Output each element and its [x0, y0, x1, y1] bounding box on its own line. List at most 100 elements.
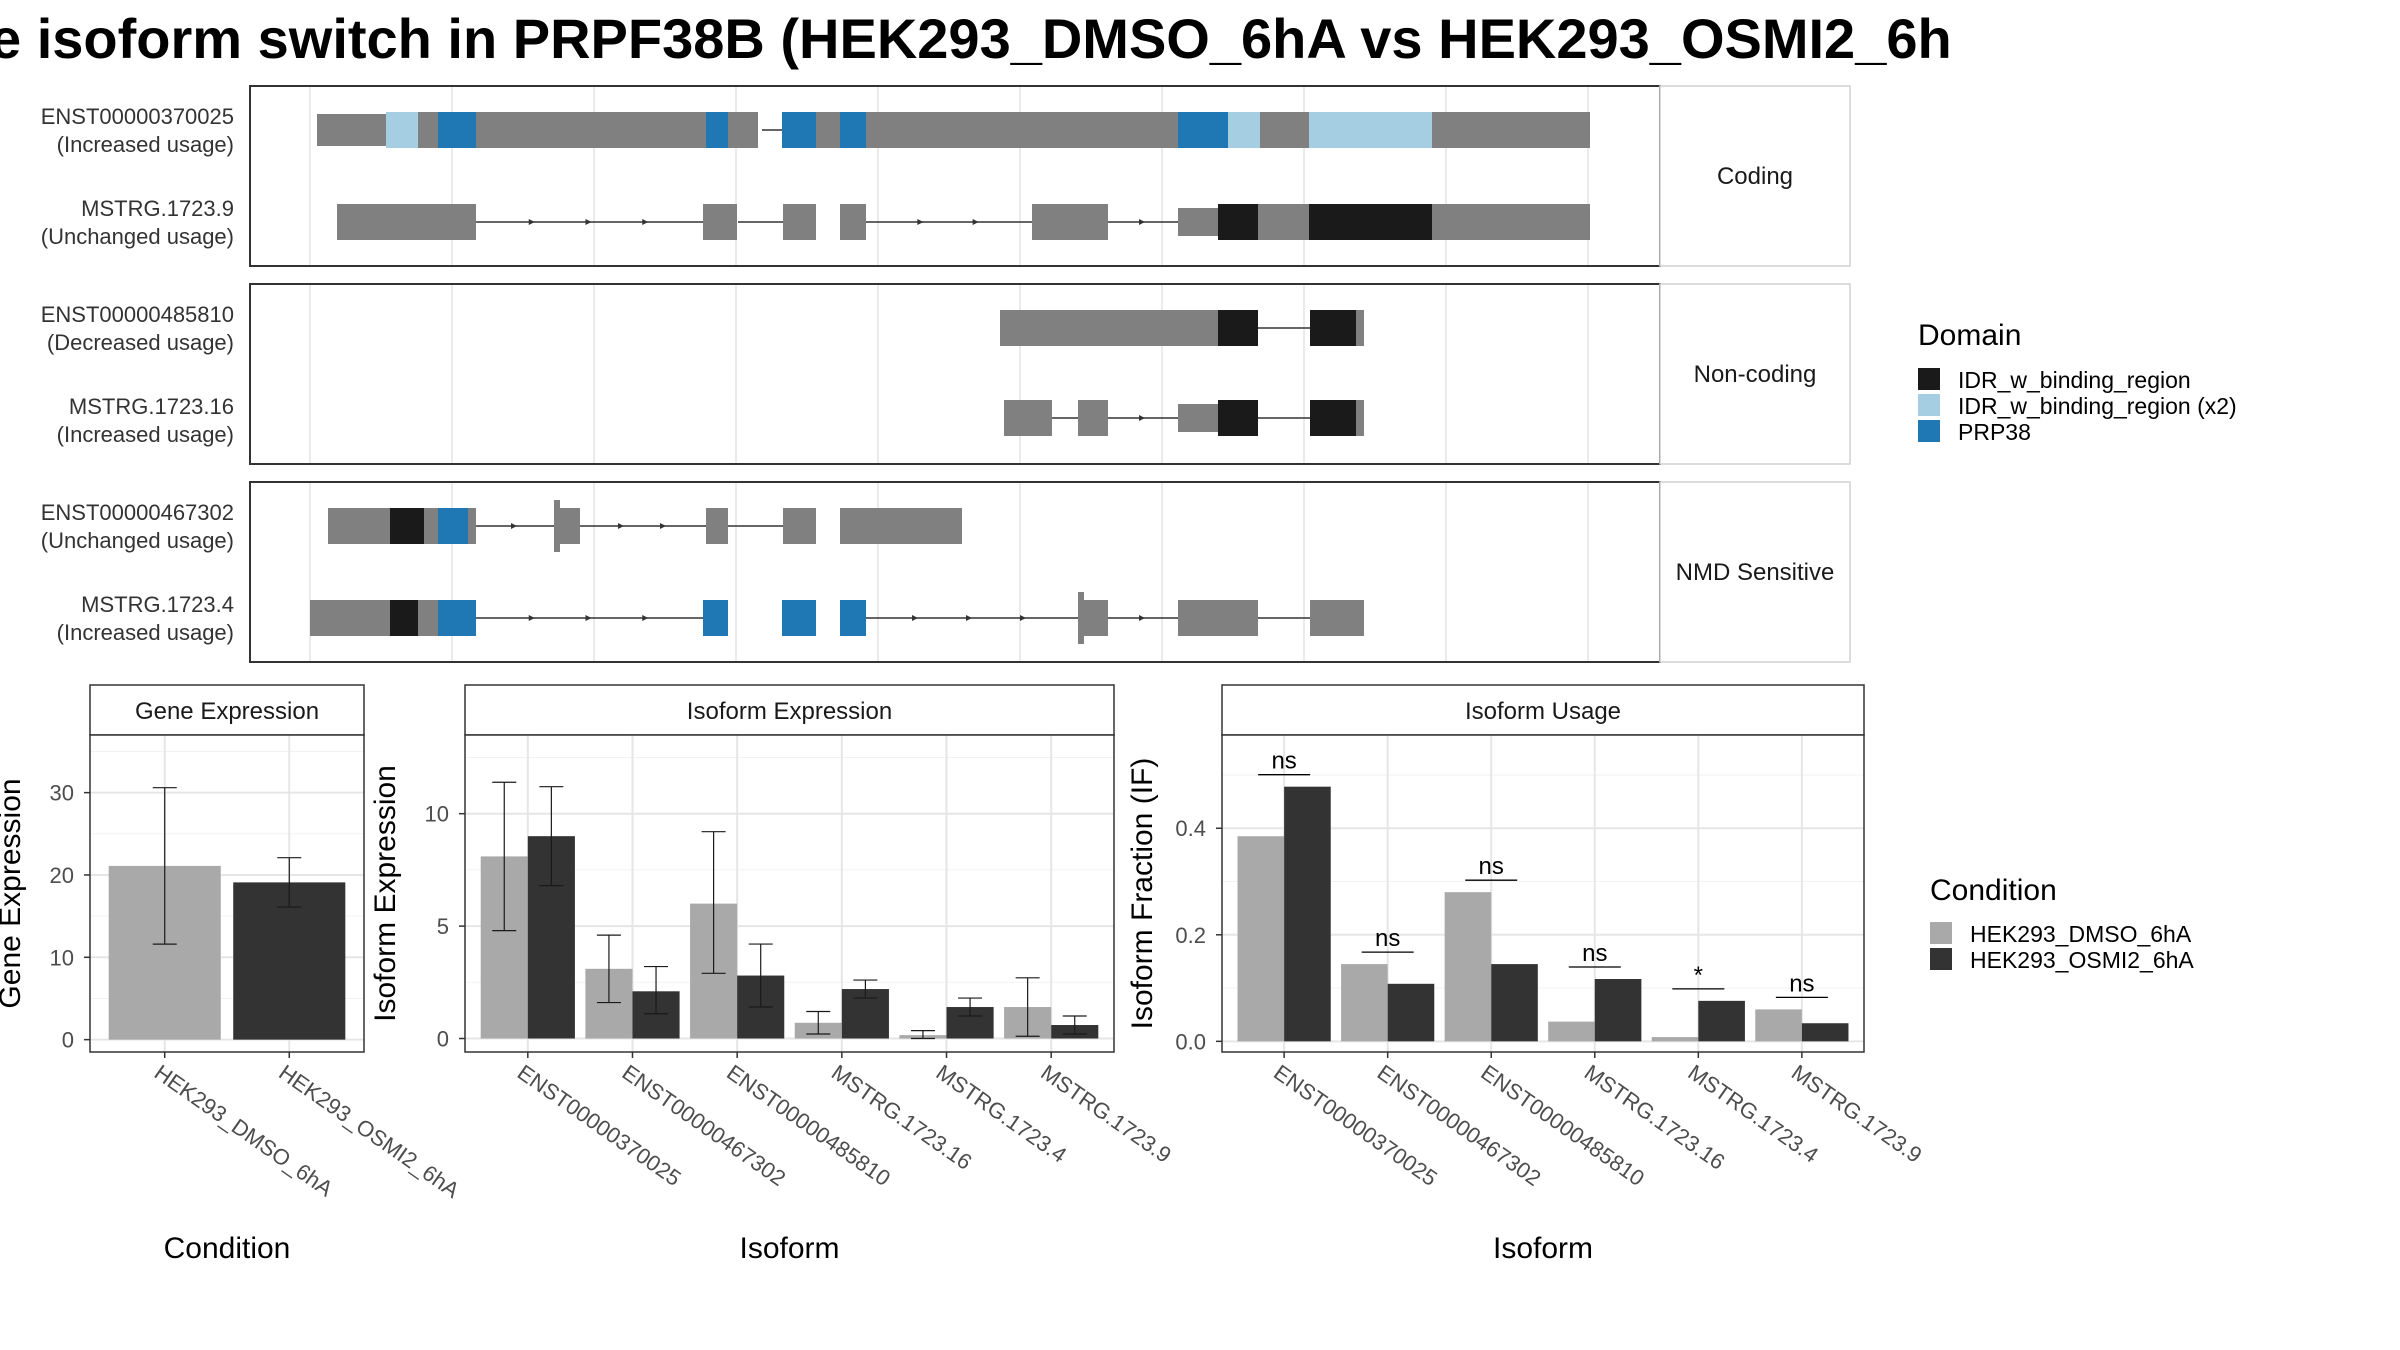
domain-block	[782, 600, 816, 636]
domain-block	[418, 600, 438, 636]
chart-title: Gene Expression	[135, 698, 319, 725]
condition-legend-title: Condition	[1930, 874, 2057, 907]
intron-arrow	[917, 219, 924, 225]
bar	[1698, 1000, 1745, 1042]
exon	[317, 114, 386, 146]
intron-arrow	[642, 219, 649, 225]
domain-block	[1178, 112, 1228, 148]
bar	[1755, 1009, 1802, 1042]
condition-legend: Condition HEK293_DMSO_6hA HEK293_OSMI2_6…	[1930, 874, 2194, 973]
y-tick-label: 0.2	[1175, 923, 1206, 948]
exon	[1192, 310, 1218, 346]
isoform-label-id: ENST00000370025	[41, 104, 234, 129]
intron-arrow	[1139, 415, 1145, 421]
legend-key-prp38	[1918, 420, 1940, 442]
exon	[1178, 208, 1218, 236]
isoform-label-id: MSTRG.1723.9	[81, 196, 234, 221]
significance-label: ns	[1271, 748, 1296, 775]
domain-block	[1218, 204, 1258, 240]
domain-block	[1228, 112, 1260, 148]
domain-block	[438, 508, 468, 544]
panel-border	[1221, 734, 1865, 1053]
domain-block	[1310, 400, 1356, 436]
bar	[1548, 1021, 1595, 1042]
domain-legend-title: Domain	[1918, 319, 2021, 352]
intron-arrow	[511, 523, 517, 529]
x-axis-title: Condition	[164, 1232, 291, 1265]
tx-MSTRG.1723.9	[337, 204, 1590, 240]
legend-key-dmso	[1930, 922, 1952, 944]
chart-isoform-expression: Isoform Expression0510ENST00000370025ENS…	[369, 684, 1176, 1265]
legend-key-idr-x2	[1918, 394, 1940, 416]
exon	[1310, 600, 1364, 636]
exon	[1078, 400, 1108, 436]
y-tick-label: 20	[50, 863, 74, 888]
tx-MSTRG.1723.4	[310, 592, 1364, 644]
intron-arrow	[966, 615, 972, 621]
domain-block	[1309, 204, 1432, 240]
y-tick-label: 30	[50, 781, 74, 806]
isoform-label-id: ENST00000467302	[41, 500, 234, 525]
isoform-label-usage: (Unchanged usage)	[41, 224, 234, 249]
intron-arrow	[618, 523, 624, 529]
exon	[706, 508, 728, 544]
isoform-label-usage: (Decreased usage)	[47, 330, 234, 355]
domain-block	[840, 112, 866, 148]
strip-noncoding: Non-coding	[1694, 361, 1817, 388]
bar	[1594, 979, 1642, 1042]
y-tick-label: 0.4	[1175, 816, 1206, 841]
legend-label-idr-x2: IDR_w_binding_region (x2)	[1958, 393, 2237, 419]
domain-block	[438, 112, 476, 148]
isoform-label-usage: (Increased usage)	[57, 422, 234, 447]
isoform-label-usage: (Increased usage)	[57, 620, 234, 645]
legend-label-prp38: PRP38	[1958, 419, 2031, 445]
intron-arrow	[912, 615, 918, 621]
chart-title: Isoform Usage	[1465, 698, 1621, 725]
exon	[1432, 112, 1590, 148]
domain-block	[706, 112, 728, 148]
domain-block	[390, 600, 418, 636]
domain-block	[438, 600, 476, 636]
y-axis-title: Isoform Fraction (IF)	[1126, 758, 1159, 1030]
exon	[840, 508, 962, 544]
structure-panel-noncoding: Non-coding ENST00000485810 (Decreased us…	[41, 283, 1851, 465]
bar	[1237, 836, 1285, 1042]
panel-border	[464, 734, 1115, 1053]
bar	[1387, 983, 1435, 1042]
y-axis-title: Isoform Expression	[369, 765, 402, 1022]
exon	[1178, 404, 1218, 432]
tx-ENST00000467302	[328, 500, 962, 552]
strip-box	[464, 684, 1115, 736]
exon	[560, 508, 580, 544]
structure-panel-coding: Coding ENST00000370025 (Increased usage)…	[41, 85, 1851, 267]
intron-arrow	[585, 615, 592, 621]
bar	[1444, 892, 1492, 1042]
strip-box	[1221, 684, 1865, 736]
domain-block	[1218, 400, 1258, 436]
exon	[1432, 204, 1590, 240]
chart-title: Isoform Expression	[687, 698, 892, 725]
x-axis-title: Isoform	[1493, 1232, 1593, 1265]
significance-label: ns	[1789, 970, 1814, 997]
legend-label-idr: IDR_w_binding_region	[1958, 367, 2191, 393]
domain-block	[386, 112, 418, 148]
domain-block	[703, 600, 728, 636]
bar	[1341, 964, 1388, 1042]
domain-block	[468, 508, 476, 544]
domain-block	[1310, 310, 1356, 346]
exon	[1078, 592, 1084, 644]
x-axis-title: Isoform	[739, 1232, 839, 1265]
legend-key-osmi2	[1930, 948, 1952, 970]
tx-ENST00000370025	[317, 112, 1590, 148]
exon	[337, 204, 476, 240]
y-tick-label: 10	[50, 945, 74, 970]
intron-arrow	[585, 219, 592, 225]
exon	[703, 204, 737, 240]
exon	[554, 500, 560, 552]
y-tick-label: 0	[62, 1028, 74, 1053]
intron-arrow	[1139, 615, 1145, 621]
domain-block	[1309, 112, 1432, 148]
intron-arrow	[528, 615, 535, 621]
intron-arrow	[642, 615, 649, 621]
domain-block	[424, 508, 438, 544]
